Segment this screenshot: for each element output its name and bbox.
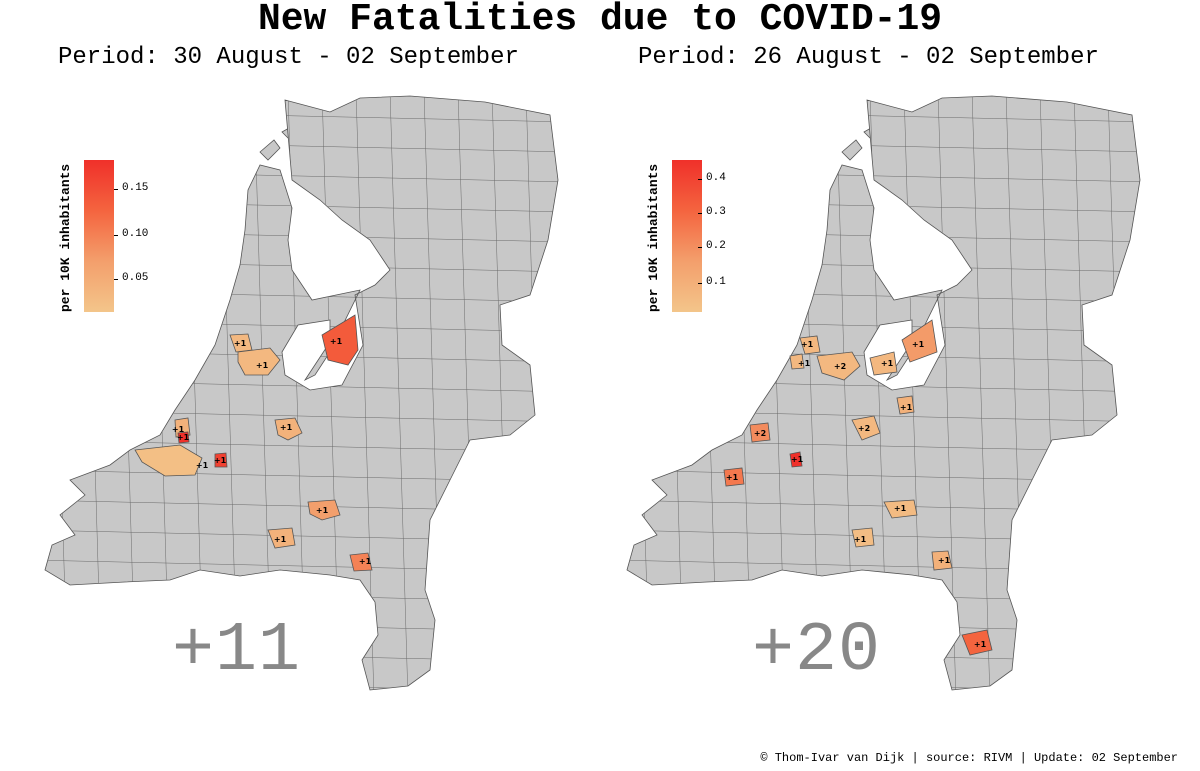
highlighted-municipality: [789, 353, 805, 370]
municipality-count-label: +1: [726, 473, 739, 482]
municipality-count-label: +1: [172, 425, 185, 434]
municipality-count-label: +1: [798, 359, 811, 368]
highlighted-municipality: [237, 347, 281, 376]
municipality-count-label: +1: [854, 535, 867, 544]
municipality-count-label: +1: [316, 506, 329, 515]
highlighted-municipality: [749, 422, 771, 443]
subtitle-left: Period: 30 August - 02 September: [58, 44, 519, 71]
highlighted-municipality: [901, 319, 938, 363]
municipality-count-label: +1: [177, 433, 190, 442]
highlighted-municipality: [267, 527, 296, 549]
municipality-count-label: +1: [274, 535, 287, 544]
legend-tick: 0.4: [698, 172, 726, 184]
municipality-count-label: +1: [912, 340, 925, 349]
total-right: +20: [752, 612, 882, 691]
highlighted-municipality: [896, 395, 915, 415]
legend-tick: 0.1: [698, 276, 726, 288]
highlighted-municipality: [214, 452, 228, 468]
total-left: +11: [172, 612, 302, 691]
highlighted-municipality: [799, 335, 821, 355]
legend-title: per 10K inhabitants: [58, 163, 73, 313]
country-outline: [626, 95, 1141, 691]
legend-color-bar: [84, 160, 114, 312]
highlighted-municipality: [307, 499, 341, 521]
municipality-count-label: +1: [894, 504, 907, 513]
municipality-count-label: +1: [280, 423, 293, 432]
highlighted-municipality: [851, 527, 875, 548]
municipality-count-label: +1: [801, 340, 814, 349]
municipality-count-label: +1: [900, 403, 913, 412]
municipality-count-label: +2: [754, 429, 766, 438]
map-right: +1 +1 +2 +1 +1 +1 +2 +2 +1 +1 +1 +1 +1 +1: [626, 95, 1141, 691]
country-outline: [44, 95, 559, 691]
highlighted-municipality: [961, 629, 993, 656]
highlighted-municipality: [723, 467, 745, 487]
highlighted-municipality: [816, 351, 861, 381]
highlighted-municipality: [789, 451, 803, 468]
municipality-count-label: +1: [938, 556, 951, 565]
legend-tick: 0.05: [113, 272, 149, 284]
subtitle-right: Period: 26 August - 02 September: [638, 44, 1099, 71]
island: [259, 139, 281, 161]
municipality-count-label: +1: [881, 359, 894, 368]
municipality-count-label: +1: [234, 339, 247, 348]
chart-title: New Fatalities due to COVID-19: [257, 0, 943, 41]
municipality-count-label: +1: [196, 461, 209, 470]
highlighted-municipality: [869, 351, 898, 376]
highlighted-municipality: [177, 431, 190, 444]
highlighted-municipality: [931, 550, 953, 571]
legend-tick: 0.3: [698, 206, 726, 218]
highlighted-municipality: [883, 499, 918, 519]
legend-title: per 10K inhabitants: [646, 163, 661, 313]
legend-tick: 0.2: [698, 240, 726, 252]
highlighted-municipality: [134, 444, 203, 477]
municipality-count-label: +1: [256, 361, 269, 370]
municipality-count-label: +1: [330, 337, 343, 346]
legend-color-bar: [672, 160, 702, 312]
island: [841, 139, 863, 161]
map-left: +1+1+1+1+1+1+1+1+1+1+1: [44, 95, 559, 691]
highlighted-municipality: [349, 552, 373, 572]
municipality-count-label: +1: [359, 557, 372, 566]
legend-tick: 0.10: [113, 228, 149, 240]
municipality-count-label: +1: [974, 640, 987, 649]
municipality-count-label: +1: [214, 456, 227, 465]
footer-credit: © Thom-Ivar van Dijk | source: RIVM | Up…: [760, 751, 1178, 765]
municipality-count-label: +2: [834, 362, 846, 371]
highlighted-municipality: [321, 314, 359, 366]
municipality-count-label: +2: [858, 424, 870, 433]
municipality-count-label: +1: [791, 455, 804, 464]
legend-tick: 0.15: [113, 182, 149, 194]
highlighted-municipality: [851, 415, 881, 441]
highlighted-municipality: [274, 417, 303, 441]
